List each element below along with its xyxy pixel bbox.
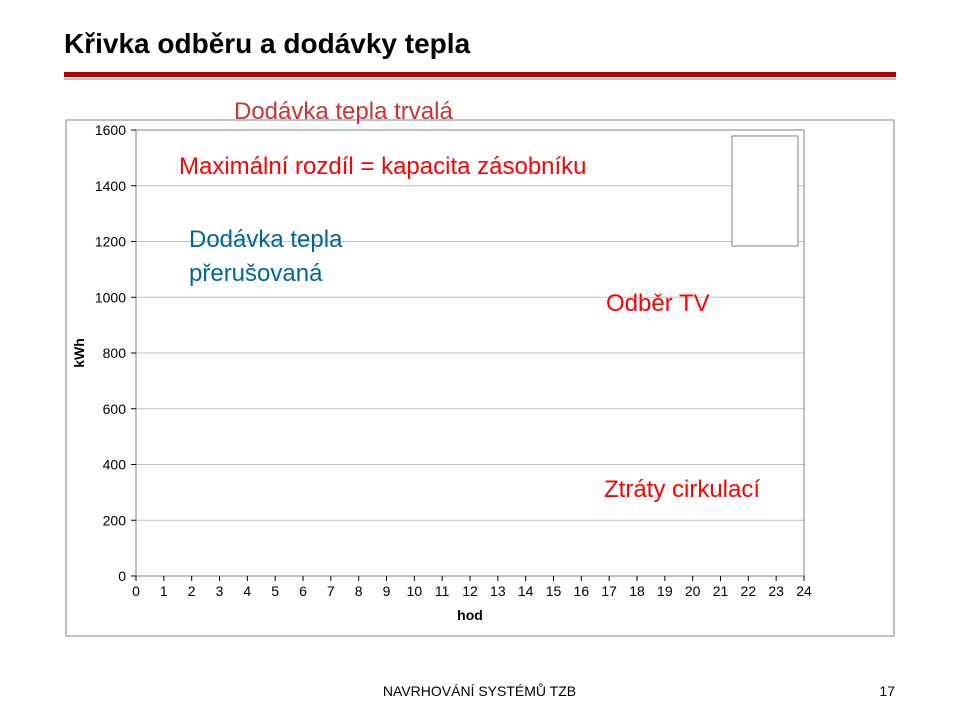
svg-text:1200: 1200 — [95, 234, 126, 250]
svg-text:9: 9 — [383, 583, 391, 599]
svg-text:17: 17 — [601, 583, 617, 599]
svg-text:hod: hod — [457, 607, 483, 623]
svg-text:15: 15 — [546, 583, 562, 599]
svg-text:8: 8 — [355, 583, 363, 599]
svg-text:23: 23 — [768, 583, 784, 599]
svg-text:24: 24 — [796, 583, 812, 599]
svg-text:1000: 1000 — [95, 289, 126, 305]
svg-text:400: 400 — [103, 457, 127, 473]
svg-text:600: 600 — [103, 401, 127, 417]
svg-text:5: 5 — [271, 583, 279, 599]
svg-text:19: 19 — [657, 583, 673, 599]
svg-text:1: 1 — [160, 583, 168, 599]
svg-text:20: 20 — [685, 583, 701, 599]
svg-text:12: 12 — [462, 583, 478, 599]
svg-text:200: 200 — [103, 512, 127, 528]
svg-text:1400: 1400 — [95, 178, 126, 194]
page-title: Křivka odběru a dodávky tepla — [64, 28, 470, 60]
svg-text:4: 4 — [243, 583, 251, 599]
svg-text:800: 800 — [103, 345, 127, 361]
svg-text:16: 16 — [574, 583, 590, 599]
footer-text: NAVRHOVÁNÍ SYSTÉMŮ TZB — [0, 683, 959, 699]
svg-text:13: 13 — [490, 583, 506, 599]
page-number: 17 — [879, 683, 895, 699]
svg-text:22: 22 — [741, 583, 757, 599]
svg-text:kWh: kWh — [71, 338, 87, 368]
svg-text:11: 11 — [435, 583, 450, 599]
svg-text:1600: 1600 — [95, 122, 126, 138]
svg-text:3: 3 — [216, 583, 224, 599]
svg-text:7: 7 — [327, 583, 335, 599]
svg-text:14: 14 — [518, 583, 534, 599]
svg-text:18: 18 — [629, 583, 645, 599]
svg-text:0: 0 — [132, 583, 140, 599]
svg-text:10: 10 — [407, 583, 423, 599]
chart-svg: 0123456789101112131415161718192021222324… — [64, 118, 896, 638]
svg-text:0: 0 — [118, 568, 126, 584]
title-rule — [64, 72, 896, 80]
chart-container: 0123456789101112131415161718192021222324… — [64, 118, 896, 638]
svg-text:2: 2 — [188, 583, 196, 599]
svg-text:21: 21 — [713, 583, 729, 599]
svg-text:6: 6 — [299, 583, 307, 599]
